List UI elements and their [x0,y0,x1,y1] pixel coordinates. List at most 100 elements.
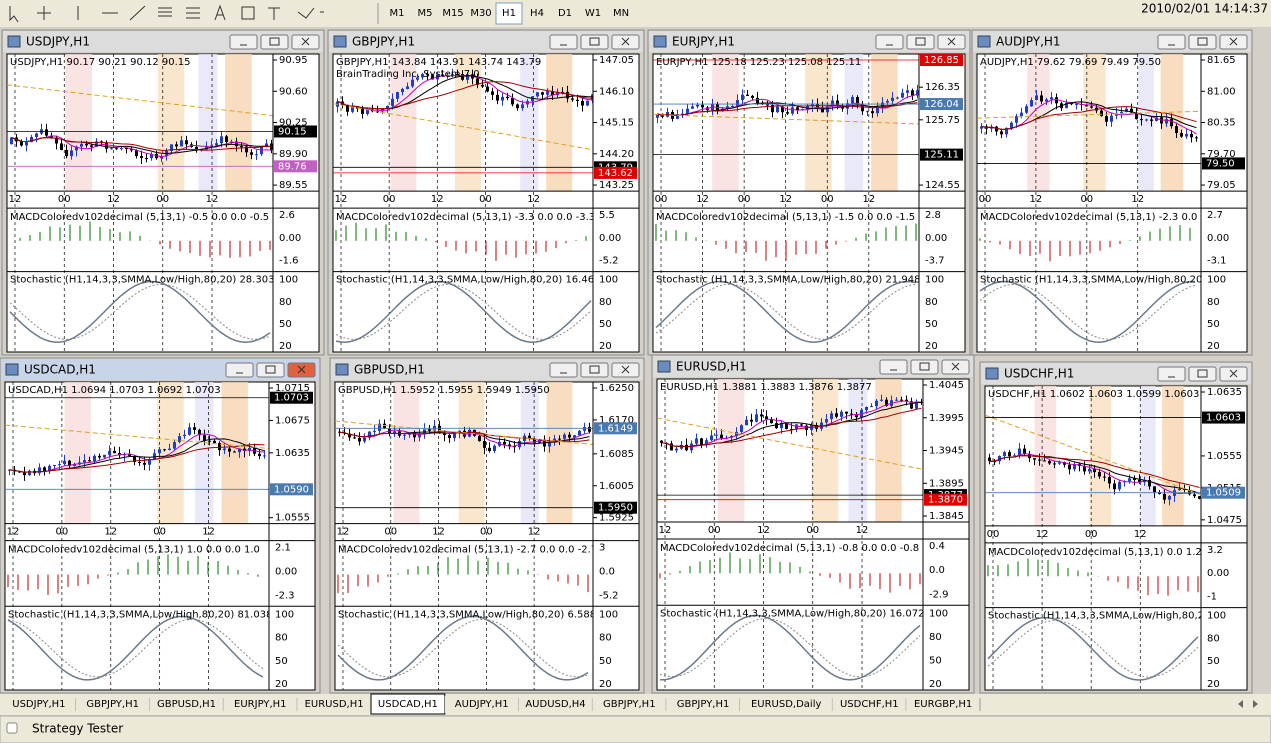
window-minimize[interactable] [225,362,254,378]
panel-title[interactable]: Strategy Tester [32,722,123,736]
window-minimize[interactable] [879,359,908,375]
tab[interactable] [906,696,980,713]
fibo-tool[interactable] [186,7,200,19]
tab-label[interactable]: USDJPY,H1 [12,699,65,710]
window-restore[interactable] [580,362,609,378]
tab-label[interactable]: EURGBP,H1 [914,699,972,710]
window-restore[interactable] [906,34,935,50]
timeframe-button[interactable]: M5 [418,8,433,19]
time-label: 12 [432,527,445,538]
tab[interactable] [518,696,593,713]
price-tag [1202,157,1245,170]
tab[interactable] [666,696,740,713]
drawing-tools[interactable] [9,4,324,23]
window-restore[interactable] [256,362,285,378]
session-zone [871,54,898,192]
macd-scale: -5.2 [599,590,619,601]
label-tool[interactable] [241,6,255,20]
timeframe-button[interactable]: W1 [585,8,601,19]
window-minimize[interactable] [1157,366,1186,382]
candle-body [513,446,516,448]
tab[interactable] [592,696,667,713]
window-restore[interactable] [1188,34,1217,50]
tab[interactable] [740,696,833,713]
window-restore[interactable] [910,359,939,375]
candle-body [233,451,236,453]
candle-body [133,456,136,462]
timeframe-button[interactable]: MN [613,8,629,19]
window-minimize[interactable] [549,34,578,50]
candle-body [90,145,93,147]
candle-body [1010,122,1013,128]
tab[interactable] [223,696,298,713]
tab-label[interactable]: AUDJPY,H1 [455,699,509,710]
candle-body [840,411,843,417]
candle-body [178,436,181,443]
window-restore[interactable] [260,34,289,50]
tab[interactable] [149,696,224,713]
tab-scroll-right[interactable] [1253,700,1258,708]
tab[interactable] [444,696,519,713]
window-minimize[interactable] [1157,34,1186,50]
candle-body [143,462,146,465]
trend-line [657,417,923,470]
tab[interactable] [2,696,76,713]
price-label: 1.0555 [1207,451,1242,462]
tab-label[interactable]: AUDUSD,H4 [525,699,585,710]
tab-label[interactable]: GBPJPY,H1 [603,699,656,710]
cursor-tool[interactable] [9,6,19,23]
tab-label[interactable]: GBPJPY,H1 [86,699,139,710]
arrow-tool[interactable] [268,7,280,20]
candle-body [376,111,379,113]
candle-body [831,100,834,107]
tab[interactable] [832,696,907,713]
price-label: 124.55 [925,180,960,191]
window-minimize[interactable] [875,34,904,50]
session-zone [64,382,91,524]
tab[interactable] [75,696,150,713]
candle-body [830,413,833,420]
candle-body [381,108,384,112]
text-tool[interactable] [214,4,226,21]
candle-body [103,454,106,458]
price-tag-label: 1.0590 [274,484,309,495]
time-label: 00 [58,194,71,205]
price-label: 79.70 [1207,149,1236,160]
tab-label[interactable]: EURJPY,H1 [234,699,287,710]
timeframe-button[interactable]: M15 [442,8,463,19]
stoch-signal [655,283,917,340]
window-minimize[interactable] [229,34,258,50]
candle-body [373,430,376,432]
timeframe-button[interactable]: H1 [502,8,516,19]
time-label: 00 [153,527,166,538]
window-restore[interactable] [580,34,609,50]
candle-body [486,86,489,92]
timeframe-button[interactable]: M30 [470,8,491,19]
candle-body [578,430,581,436]
window-minimize[interactable] [549,362,578,378]
channel-tool[interactable] [158,7,172,17]
candle-body [451,74,454,76]
tab[interactable] [297,696,371,713]
tab-label[interactable]: EURUSD,Daily [751,699,822,710]
candle-body [1110,115,1113,122]
candle-body [750,419,753,422]
trendline-tool[interactable] [129,5,146,21]
candle-body [526,101,529,105]
timeframe-button[interactable]: M1 [390,8,405,19]
tab-label[interactable]: USDCHF,H1 [840,699,899,710]
tab-scroll-left[interactable] [1238,700,1243,708]
crosshair-tool[interactable] [37,6,51,20]
price-label: 81.65 [1207,55,1236,66]
tab-label[interactable]: GBPJPY,H1 [677,699,730,710]
tab-label[interactable]: USDCAD,H1 [378,699,438,710]
window-restore-glyph [589,37,600,46]
window-restore[interactable] [1188,366,1217,382]
tab-label[interactable]: GBPUSD,H1 [157,699,216,710]
candle-body [228,448,231,452]
candle-body [1198,496,1201,499]
timeframe-button[interactable]: H4 [530,8,544,19]
timeframe-button[interactable]: D1 [558,8,572,19]
tab-label[interactable]: EURUSD,H1 [305,699,364,710]
more-tools[interactable] [297,7,324,19]
